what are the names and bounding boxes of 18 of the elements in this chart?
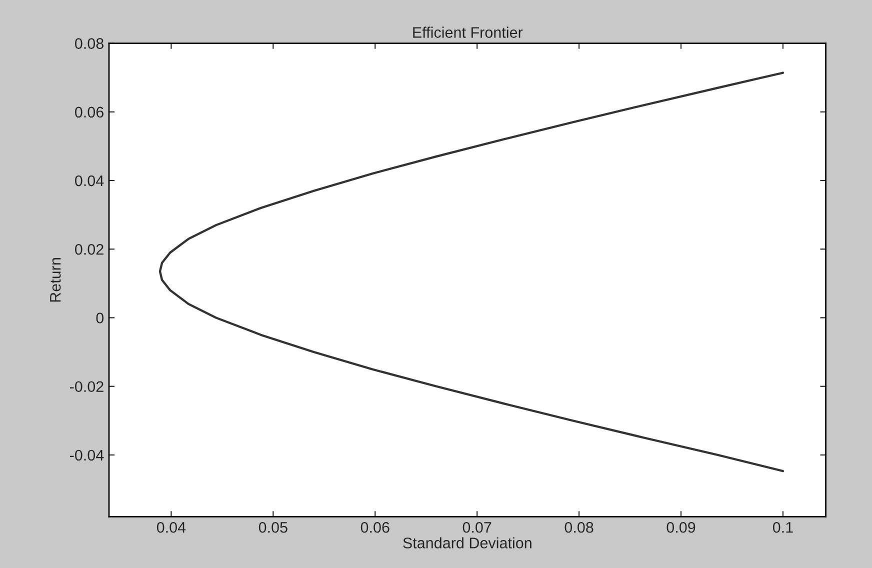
x-tick-label: 0.09 — [666, 522, 696, 533]
y-axis-title: Return — [50, 258, 61, 302]
x-tick-label: 0.1 — [772, 522, 793, 533]
y-tick-label: 0.02 — [75, 244, 104, 255]
x-tick-label: 0.06 — [360, 522, 390, 533]
y-tick-label: 0.06 — [75, 106, 104, 118]
y-tick-label: 0 — [96, 312, 104, 324]
y-tick-label: -0.02 — [70, 381, 104, 392]
x-tick-label: 0.08 — [564, 522, 594, 533]
x-axis-title: Standard Deviation — [403, 537, 532, 548]
chart-title: Efficient Frontier — [413, 26, 523, 38]
x-tick-label: 0.04 — [156, 522, 186, 533]
y-tick-label: 0.04 — [75, 175, 104, 186]
x-tick-label: 0.07 — [462, 522, 492, 533]
y-tick-label: 0.08 — [75, 38, 104, 49]
line-series — [158, 72, 784, 472]
y-tick-label: -0.04 — [70, 450, 104, 461]
x-tick-label: 0.05 — [258, 522, 288, 533]
